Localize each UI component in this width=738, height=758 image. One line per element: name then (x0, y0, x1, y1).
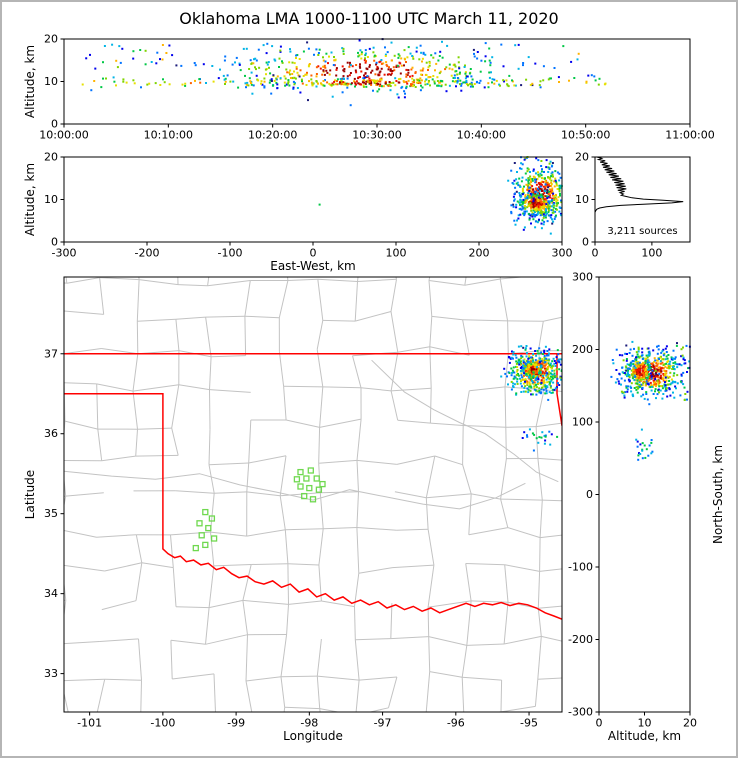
x-tick-label: 0 (596, 717, 603, 730)
x-axis-label: East-West, km (270, 259, 356, 273)
panel-ew-altitude: -300 -200 -100 0 100 200 300 0 10 20 East-West, km… (23, 151, 573, 274)
panel-time-height: 10:00:00 10:10:00 10:20:00 10:30:00 10:40:00… (23, 33, 715, 142)
y-tick-label: 37 (44, 347, 58, 360)
x-tick-label: -101 (77, 717, 102, 730)
river-line (371, 359, 559, 483)
x-tick-label: 200 (469, 247, 490, 260)
y-tick-label: -100 (568, 561, 593, 574)
y-tick-label: -200 (568, 633, 593, 646)
scatter-points (81, 38, 607, 107)
panel-altitude-histogram: 0 100 0 10 20 3,211 sources (575, 151, 691, 260)
county-boundaries (64, 277, 562, 712)
y-tick-label: 35 (44, 507, 58, 520)
panel-ns-altitude: 0 10 20 300 200 100 0 -100 -200 -300 Altitude, km N… (568, 271, 725, 744)
figure-title: Oklahoma LMA 1000-1100 UTC March 11, 202… (179, 9, 558, 28)
x-tick-label: -99 (227, 717, 245, 730)
x-tick-label: -100 (150, 717, 175, 730)
x-tick-label: -200 (135, 247, 160, 260)
x-tick-label: 300 (552, 247, 573, 260)
river-line (64, 470, 526, 510)
y-tick-label: 200 (572, 343, 593, 356)
x-tick-label: -96 (447, 717, 465, 730)
y-tick-label: 36 (44, 427, 58, 440)
source-count-label: 3,211 sources (607, 226, 677, 237)
axes-frame (594, 156, 691, 243)
x-tick-label: -100 (218, 247, 243, 260)
axes-frame (63, 276, 563, 713)
y-tick-label: 34 (44, 587, 58, 600)
x-tick-label: 0 (310, 247, 317, 260)
y-tick-label: 0 (586, 488, 593, 501)
map-content (64, 277, 562, 712)
scatter-points (318, 156, 563, 235)
scatter-points (500, 345, 562, 452)
y-tick-label: 0 (51, 118, 58, 131)
oklahoma-state-border (64, 353, 562, 620)
y-tick-label: 0 (582, 236, 589, 249)
x-tick-label: 10:10:00 (144, 129, 193, 142)
x-tick-label: 10:00:00 (39, 129, 88, 142)
x-tick-label: 10:30:00 (352, 129, 401, 142)
y-axis-label: North-South, km (711, 445, 725, 544)
y-tick-label: 20 (44, 151, 58, 164)
x-tick-label: -300 (52, 247, 77, 260)
x-tick-label: -95 (520, 717, 538, 730)
y-tick-label: -300 (568, 706, 593, 719)
y-tick-label: 20 (575, 151, 589, 164)
y-axis-label: Altitude, km (23, 163, 37, 236)
figure-panels: 10:00:00 10:10:00 10:20:00 10:30:00 10:40:00… (23, 33, 725, 744)
y-tick-label: 10 (44, 193, 58, 206)
axes-frame (598, 276, 691, 713)
altitude-histogram-line (594, 156, 684, 242)
x-axis-label: Altitude, km (608, 729, 681, 743)
x-tick-label: 100 (386, 247, 407, 260)
x-tick-label: 0 (592, 247, 599, 260)
y-axis-label: Altitude, km (23, 45, 37, 118)
y-axis-label: Latitude (23, 470, 37, 519)
axes-frame (63, 156, 563, 243)
y-tick-label: 300 (572, 271, 593, 284)
x-axis-label: Longitude (283, 729, 343, 743)
x-tick-label: 10:20:00 (248, 129, 297, 142)
y-tick-label: 10 (575, 193, 589, 206)
y-tick-label: 100 (572, 416, 593, 429)
x-tick-label: 10:40:00 (457, 129, 506, 142)
y-tick-label: 10 (44, 75, 58, 88)
x-tick-label: 10:50:00 (561, 129, 610, 142)
axes-frame (63, 38, 691, 125)
y-tick-label: 33 (44, 667, 58, 680)
lma-station-markers (192, 467, 326, 552)
scatter-points (610, 340, 691, 461)
x-tick-label: 10 (638, 717, 652, 730)
x-tick-label: 11:00:00 (665, 129, 714, 142)
x-tick-label: -97 (374, 717, 392, 730)
x-tick-label: 100 (641, 247, 662, 260)
y-tick-label: 20 (44, 33, 58, 46)
panel-map: -101 -100 -99 -98 -97 -96 -95 33 34 35 36 37 Longitu… (23, 276, 563, 743)
x-tick-label: 20 (683, 717, 697, 730)
y-tick-label: 0 (51, 236, 58, 249)
x-tick-label: -98 (300, 717, 318, 730)
